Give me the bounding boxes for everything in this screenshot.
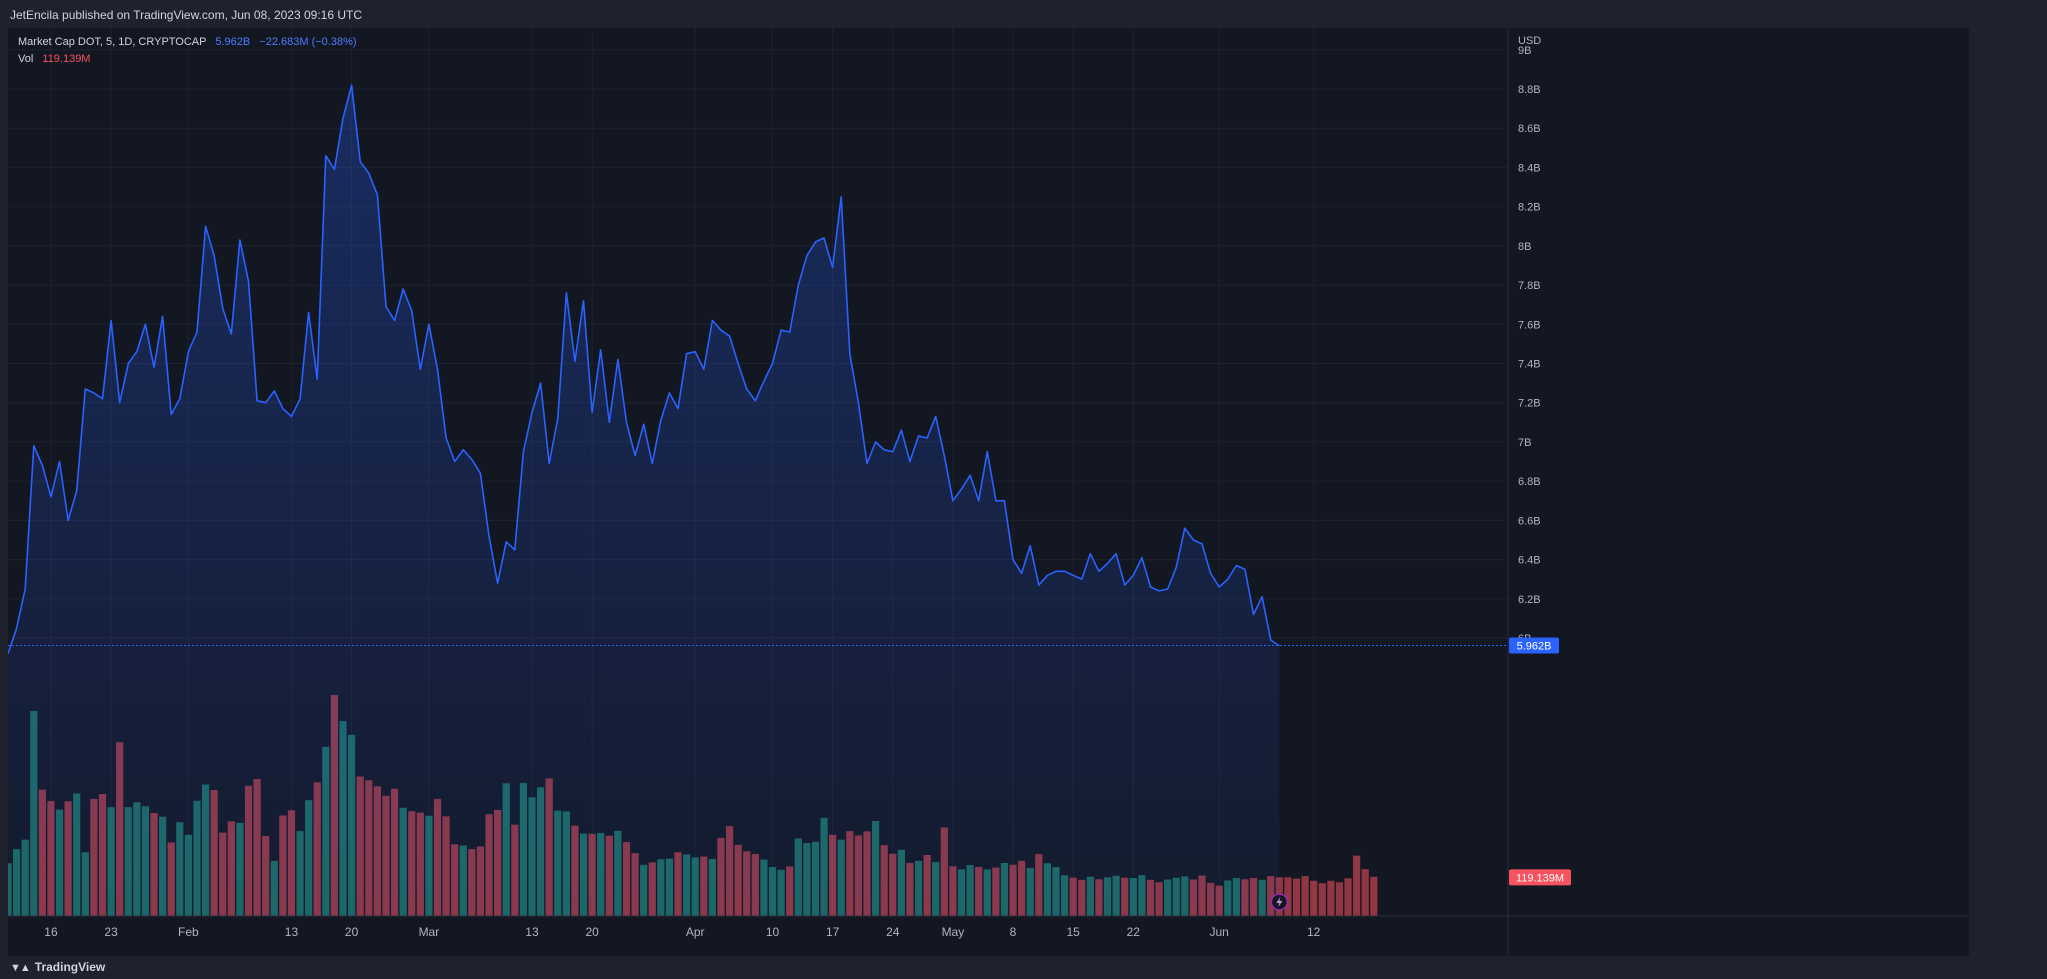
volume-bar — [1301, 876, 1309, 916]
volume-bar — [1361, 869, 1369, 916]
last-volume-badge — [1509, 869, 1571, 886]
y-tick-label: 6.2B — [1518, 594, 1541, 606]
y-tick-label: 7.6B — [1518, 319, 1541, 331]
x-tick-label: 13 — [285, 925, 299, 939]
last-price-badge-label: 5.962B — [1517, 640, 1552, 652]
x-tick-label: May — [942, 925, 965, 939]
x-tick-label: Mar — [419, 925, 440, 939]
y-tick-label: 8.6B — [1518, 123, 1541, 135]
x-tick-label: Apr — [686, 925, 705, 939]
volume-bar — [1344, 878, 1352, 916]
volume-bar — [1327, 880, 1335, 916]
volume-bar — [1370, 876, 1378, 916]
market-cap-area — [8, 85, 1280, 917]
x-tick-label: Jun — [1210, 925, 1229, 939]
last-volume-badge-label: 119.139M — [1516, 872, 1564, 884]
chart-panel[interactable]: USD6B6.2B6.4B6.6B6.8B7B7.2B7.4B7.6B7.8B8… — [8, 28, 1969, 956]
x-tick-label: 20 — [345, 925, 359, 939]
last-price-badge — [1509, 637, 1559, 654]
legend-main-row: Market Cap DOT, 5, 1D, CRYPTOCAP 5.962B … — [18, 34, 357, 51]
volume-bar — [1353, 855, 1361, 916]
volume-bar — [1292, 878, 1301, 916]
y-tick-label: 8.8B — [1518, 84, 1541, 96]
volume-bar — [1318, 883, 1326, 916]
tradingview-logo[interactable]: ▼▲ TradingView — [10, 960, 105, 974]
y-tick-label: 6.4B — [1518, 555, 1541, 567]
lightning-icon — [1276, 897, 1283, 907]
chart-legend: Market Cap DOT, 5, 1D, CRYPTOCAP 5.962B … — [18, 34, 357, 68]
x-tick-label: 15 — [1066, 925, 1080, 939]
y-tick-label: 8B — [1518, 241, 1531, 253]
y-tick-label: 7.8B — [1518, 280, 1541, 292]
x-tick-label: 23 — [104, 925, 118, 939]
volume-bar — [1335, 882, 1344, 916]
legend-change: −22.683M (−0.38%) — [259, 36, 357, 48]
volume-bar — [1284, 877, 1292, 916]
legend-price: 5.962B — [215, 36, 251, 48]
x-tick-label: 24 — [886, 925, 900, 939]
publisher-credit: JetEncila published on TradingView.com, … — [10, 8, 362, 22]
legend-symbol: Market Cap DOT, 5, 1D, CRYPTOCAP — [18, 36, 207, 48]
market-cap-line — [8, 84, 1280, 654]
currency-label: USD — [1518, 35, 1541, 47]
x-tick-label: 20 — [585, 925, 599, 939]
x-tick-label: 22 — [1127, 925, 1141, 939]
legend-vol-value: 119.139M — [42, 53, 91, 65]
volume-bar — [1310, 880, 1318, 916]
y-tick-label: 8.4B — [1518, 162, 1541, 174]
y-tick-label: 6.8B — [1518, 476, 1541, 488]
x-tick-label: 13 — [525, 925, 539, 939]
market-cap-chart[interactable]: USD6B6.2B6.4B6.6B6.8B7B7.2B7.4B7.6B7.8B8… — [8, 28, 1969, 956]
y-tick-label: 7.4B — [1518, 359, 1541, 371]
tradingview-logo-icon: ▼▲ — [10, 962, 31, 974]
y-tick-label: 7B — [1518, 437, 1531, 449]
y-tick-label: 6.6B — [1518, 515, 1541, 527]
legend-volume-row: Vol 119.139M — [18, 51, 357, 68]
x-tick-label: 16 — [44, 925, 58, 939]
x-tick-label: 17 — [826, 925, 840, 939]
header-bar: JetEncila published on TradingView.com, … — [0, 0, 2047, 28]
x-tick-label: Feb — [178, 925, 199, 939]
x-tick-label: 8 — [1010, 925, 1017, 939]
tradingview-brand: TradingView — [34, 960, 106, 974]
y-tick-label: 9B — [1518, 45, 1531, 57]
y-tick-label: 7.2B — [1518, 398, 1541, 410]
x-tick-label: 10 — [766, 925, 780, 939]
footer-bar: ▼▲ TradingView — [0, 956, 2047, 979]
legend-vol-label: Vol — [18, 53, 34, 65]
x-tick-label: 12 — [1307, 925, 1321, 939]
y-tick-label: 8.2B — [1518, 202, 1541, 214]
